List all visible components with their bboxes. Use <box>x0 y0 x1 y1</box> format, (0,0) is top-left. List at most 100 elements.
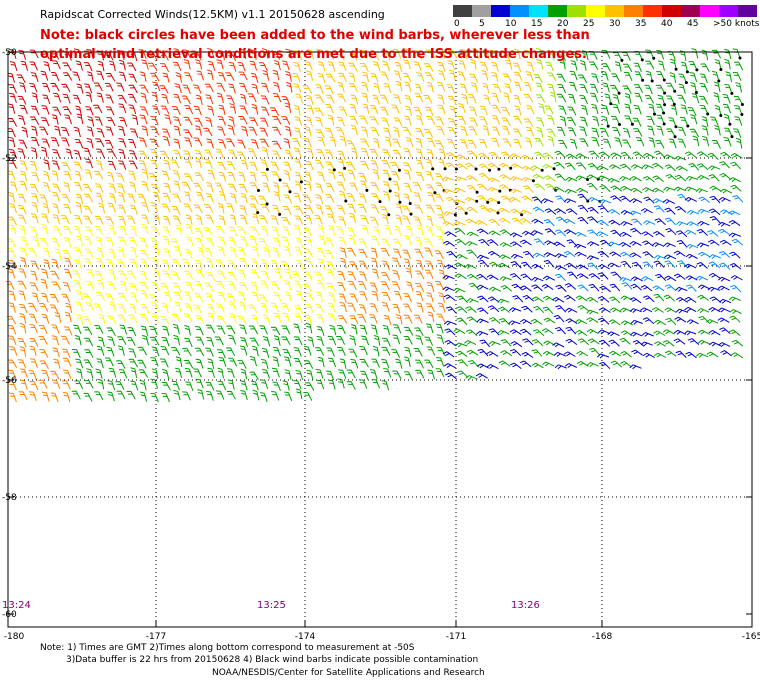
wind-barb <box>730 184 742 192</box>
wind-barb <box>118 59 126 71</box>
wind-barb <box>358 304 367 314</box>
wind-barb <box>457 359 469 367</box>
wind-barb <box>130 367 138 378</box>
wind-barb <box>228 237 237 247</box>
wind-barb <box>531 276 544 282</box>
wind-barb <box>348 72 356 83</box>
wind-barb <box>249 195 259 205</box>
wind-barb <box>653 341 666 347</box>
wind-barb <box>16 74 26 84</box>
wind-barb <box>64 257 72 268</box>
wind-barb <box>371 236 380 246</box>
contamination-dot <box>662 111 666 115</box>
wind-barb <box>29 380 39 391</box>
wind-barb <box>9 203 17 214</box>
wind-barb <box>152 105 161 116</box>
wind-barb <box>85 302 95 312</box>
wind-barb <box>635 137 645 147</box>
wind-barb <box>327 335 337 346</box>
wind-barb <box>228 115 235 127</box>
wind-barb <box>684 263 697 269</box>
wind-barb <box>542 361 555 367</box>
wind-barb <box>151 226 160 236</box>
wind-barb <box>358 260 368 270</box>
wind-barb <box>491 137 500 148</box>
wind-barb <box>520 154 533 161</box>
wind-barb <box>550 91 557 103</box>
wind-barb <box>337 158 346 169</box>
wind-barb <box>237 247 246 257</box>
wind-barb <box>314 271 324 281</box>
wind-barb <box>426 281 435 292</box>
wind-barb <box>307 336 315 347</box>
contamination-dot <box>454 167 458 171</box>
wind-barb <box>84 258 93 269</box>
wind-barb <box>282 312 290 323</box>
wind-barb <box>416 224 424 236</box>
wind-barb <box>632 117 642 127</box>
wind-barb <box>130 128 139 138</box>
wind-barb <box>567 106 577 116</box>
wind-barb <box>370 216 379 226</box>
wind-barb <box>413 192 422 203</box>
wind-barb <box>718 276 731 282</box>
wind-barb <box>183 59 191 70</box>
wind-barb <box>30 105 40 115</box>
wind-barb <box>328 61 336 72</box>
wind-barb <box>708 261 721 269</box>
color-scale-label: 45 <box>687 19 699 29</box>
wind-barb <box>402 249 411 259</box>
wind-barb <box>478 152 490 160</box>
wind-barb <box>477 307 489 315</box>
wind-barb <box>718 196 731 202</box>
wind-barb <box>442 275 455 280</box>
wind-barb <box>250 72 259 83</box>
wind-barb <box>54 312 62 323</box>
wind-barb <box>260 117 269 127</box>
wind-barb <box>337 93 347 103</box>
wind-barb <box>563 198 577 204</box>
wind-barb <box>567 271 578 280</box>
wind-barb <box>162 226 171 237</box>
wind-barb <box>669 72 677 83</box>
wind-barb <box>295 290 304 301</box>
wind-barb <box>427 311 435 323</box>
wind-barb <box>41 138 51 148</box>
wind-barb <box>315 159 324 169</box>
wind-barb <box>173 138 181 149</box>
wind-barb <box>558 105 567 115</box>
wind-barb <box>655 84 666 94</box>
wind-barb <box>261 270 270 281</box>
wind-barb <box>579 95 589 105</box>
wind-barb <box>565 262 578 270</box>
wind-barb <box>19 104 28 115</box>
wind-barb <box>476 284 489 290</box>
wind-barb <box>184 191 191 202</box>
wind-barb <box>82 316 92 325</box>
wind-barb <box>361 126 369 137</box>
wind-barb <box>554 265 567 271</box>
color-scale-label: 0 <box>454 19 460 29</box>
wind-barb <box>570 60 578 71</box>
wind-barb <box>184 137 193 147</box>
wind-barb <box>358 249 368 258</box>
wind-barb <box>96 358 104 369</box>
wind-barb <box>163 248 171 259</box>
wind-barb <box>719 209 733 215</box>
wind-barb <box>577 305 590 312</box>
longitude-label: -174 <box>294 632 316 642</box>
wind-barb <box>8 302 16 313</box>
wind-barb <box>497 298 510 304</box>
wind-barb <box>129 258 138 269</box>
wind-barb <box>402 72 412 83</box>
wind-barb <box>701 49 709 61</box>
wind-barb <box>404 95 413 106</box>
wind-barb <box>587 241 600 247</box>
wind-barb <box>325 103 334 114</box>
wind-barb <box>304 126 312 137</box>
wind-barb <box>554 253 568 259</box>
wind-barb <box>664 217 676 225</box>
wind-barb <box>95 183 104 193</box>
wind-barb <box>533 329 545 337</box>
latitude-label: -54 <box>2 262 17 272</box>
